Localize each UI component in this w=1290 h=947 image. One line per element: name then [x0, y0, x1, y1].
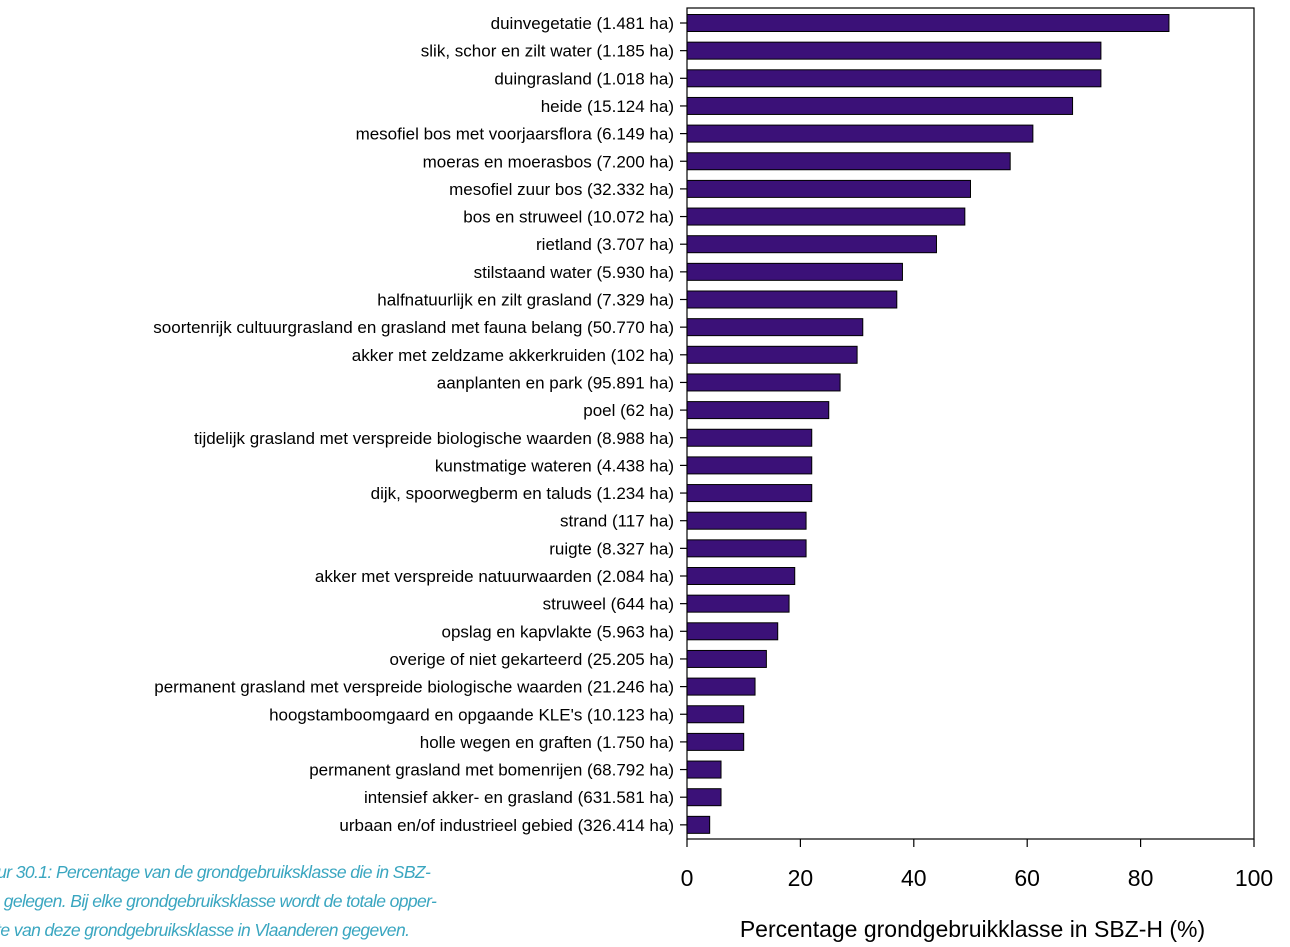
- x-tick-label: 0: [681, 865, 694, 891]
- bar: [686, 401, 830, 420]
- bar: [686, 788, 722, 807]
- category-label: struweel (644 ha): [543, 595, 674, 614]
- category-label: opslag en kapvlakte (5.963 ha): [442, 622, 675, 641]
- bar: [686, 428, 813, 447]
- category-label: rietland (3.707 ha): [536, 235, 674, 254]
- bar: [686, 207, 966, 226]
- category-label: permanent grasland met bomenrijen (68.79…: [309, 761, 674, 780]
- x-tick-label: 100: [1235, 865, 1273, 891]
- category-label: tijdelijk grasland met verspreide biolog…: [194, 429, 674, 448]
- category-label: mesofiel bos met voorjaarsflora (6.149 h…: [356, 125, 674, 144]
- bar: [686, 262, 903, 281]
- bar: [686, 567, 796, 585]
- category-label: stilstaand water (5.930 ha): [474, 263, 674, 282]
- axes-group: 0 20 40 60 80 100: [680, 7, 1273, 891]
- bar: [686, 318, 864, 337]
- bar: [686, 815, 711, 834]
- caption-line-2: is gelegen. Bij elke grondgebruiksklasse…: [0, 891, 437, 911]
- category-label: akker met verspreide natuurwaarden (2.08…: [315, 567, 674, 586]
- category-label: halfnatuurlijk en zilt grasland (7.329 h…: [377, 291, 674, 310]
- category-label: heide (15.124 ha): [541, 97, 674, 116]
- category-label: duingrasland (1.018 ha): [494, 69, 674, 88]
- bar: [686, 649, 767, 668]
- caption-line-1: uur 30.1: Percentage van de grondgebruik…: [0, 862, 431, 882]
- category-label: moeras en moerasbos (7.200 ha): [423, 152, 674, 171]
- bar: [686, 456, 813, 475]
- x-axis-title: Percentage grondgebruikklasse in SBZ-H (…: [740, 916, 1205, 942]
- bar: [686, 705, 745, 724]
- category-label: overige of niet gekarteerd (25.205 ha): [390, 650, 674, 669]
- category-label: kunstmatige wateren (4.438 ha): [435, 456, 674, 475]
- category-label: ruigte (8.327 ha): [549, 539, 674, 558]
- bars-group: [686, 14, 1170, 834]
- x-tick-label: 40: [901, 865, 927, 891]
- figure-caption: uur 30.1: Percentage van de grondgebruik…: [0, 858, 608, 945]
- bar: [686, 14, 1170, 32]
- bar: [686, 179, 971, 198]
- category-label: mesofiel zuur bos (32.332 ha): [449, 180, 674, 199]
- x-tick-label: 80: [1128, 865, 1154, 891]
- bar: [686, 677, 756, 696]
- bar: [686, 235, 937, 254]
- bar: [686, 96, 1074, 115]
- category-label: bos en struweel (10.072 ha): [463, 208, 674, 227]
- category-label: hoogstamboomgaard en opgaande KLE's (10.…: [269, 705, 674, 724]
- category-label: soortenrijk cultuurgrasland en grasland …: [153, 318, 674, 337]
- bar: [686, 41, 1102, 60]
- category-label: permanent grasland met verspreide biolog…: [154, 678, 674, 697]
- caption-line-3: kte van deze grondgebruiksklasse in Vlaa…: [0, 920, 410, 940]
- bar: [686, 760, 722, 779]
- bar: [686, 345, 858, 364]
- bar: [686, 511, 807, 530]
- category-label: strand (117 ha): [560, 512, 674, 531]
- category-label: intensief akker- en grasland (631.581 ha…: [364, 788, 674, 807]
- bar: [686, 373, 841, 392]
- category-label: aanplanten en park (95.891 ha): [437, 373, 674, 392]
- bar: [686, 69, 1102, 88]
- bar: [686, 622, 779, 641]
- category-label: slik, schor en zilt water (1.185 ha): [421, 42, 674, 61]
- x-tick-label: 60: [1014, 865, 1040, 891]
- bar: [686, 124, 1034, 143]
- category-label: poel (62 ha): [583, 401, 674, 420]
- category-label: urbaan en/of industrieel gebied (326.414…: [339, 816, 674, 835]
- category-label: duinvegetatie (1.481 ha): [491, 14, 674, 33]
- bar: [686, 290, 898, 309]
- plot-frame: [686, 7, 1255, 840]
- category-labels: duinvegetatie (1.481 ha) slik, schor en z…: [153, 14, 674, 835]
- category-label: holle wegen en graften (1.750 ha): [420, 733, 674, 752]
- x-tick-label: 20: [788, 865, 814, 891]
- bar: [686, 732, 745, 751]
- category-label: dijk, spoorwegberm en taluds (1.234 ha): [371, 484, 674, 503]
- bar: [686, 152, 1011, 171]
- bar: [686, 594, 790, 613]
- bar: [686, 539, 807, 558]
- bar: [686, 484, 813, 503]
- category-label: akker met zeldzame akkerkruiden (102 ha): [352, 346, 674, 365]
